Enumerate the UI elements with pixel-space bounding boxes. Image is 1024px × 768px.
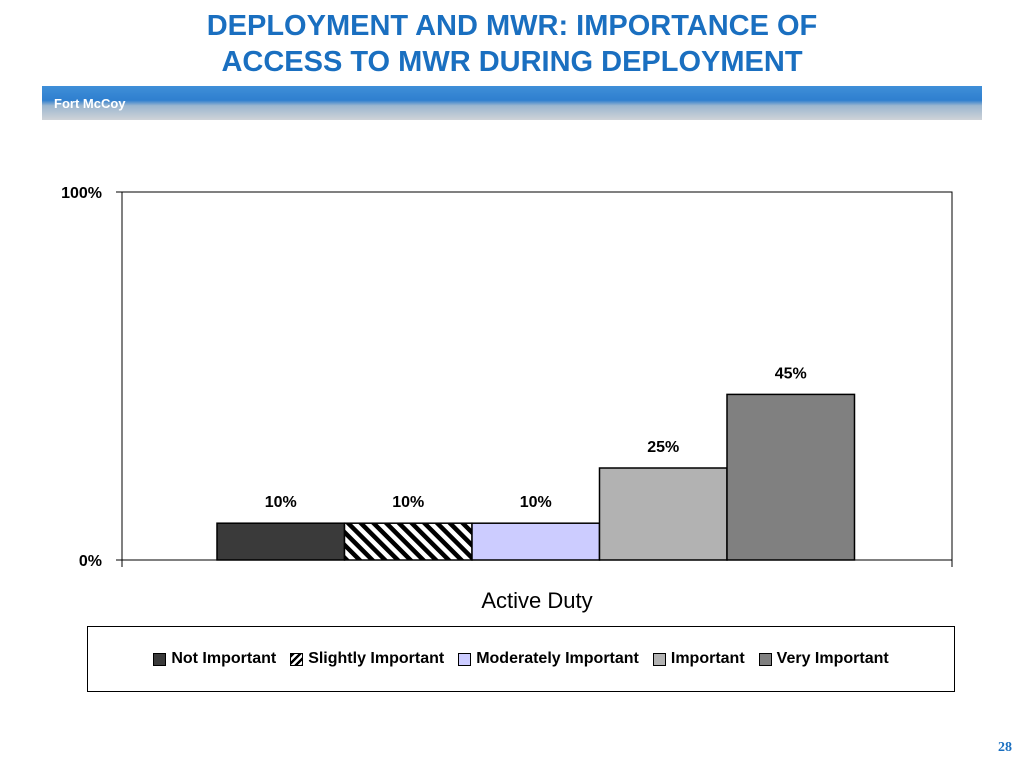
title-line-1: DEPLOYMENT AND MWR: IMPORTANCE OF xyxy=(206,10,818,42)
page-number: 28 xyxy=(998,740,1012,755)
x-axis-label: Active Duty xyxy=(481,588,592,613)
data-label: 10% xyxy=(520,494,552,511)
bar xyxy=(598,467,728,561)
legend-label: Slightly Important xyxy=(308,650,445,667)
legend-item: Important xyxy=(652,650,745,668)
legend-label: Important xyxy=(670,650,745,667)
page-title: DEPLOYMENT AND MWR: IMPORTANCE OF ACCESS… xyxy=(0,8,1024,80)
data-label: 10% xyxy=(265,494,297,511)
legend-label: Moderately Important xyxy=(476,650,639,667)
legend-item: Not Important xyxy=(153,650,276,668)
data-label: 25% xyxy=(647,439,679,456)
bar xyxy=(216,522,346,561)
legend-label: Very Important xyxy=(776,650,889,667)
title-line-2: ACCESS TO MWR DURING DEPLOYMENT xyxy=(221,46,803,78)
legend-item: Moderately Important xyxy=(458,650,639,668)
legend-item: Slightly Important xyxy=(290,650,444,668)
data-label: 10% xyxy=(392,494,424,511)
header-banner: Fort McCoy xyxy=(42,86,982,120)
bar xyxy=(726,393,856,561)
bar xyxy=(471,522,601,561)
y-tick-label: 100% xyxy=(61,185,102,202)
legend-label: Not Important xyxy=(171,650,277,667)
bar-chart: 0% 100% Active Duty 10% 10% 10% 25% 45% xyxy=(61,185,953,613)
data-label: 45% xyxy=(775,365,807,382)
legend-swatch xyxy=(290,652,304,666)
y-tick-label: 0% xyxy=(79,553,102,570)
banner-label: Fort McCoy xyxy=(54,96,126,111)
legend-swatch xyxy=(458,652,472,666)
chart-legend: Not Important Slightly Important Moderatel… xyxy=(87,626,955,692)
legend-swatch xyxy=(652,652,666,666)
legend-swatch xyxy=(758,652,772,666)
legend-swatch xyxy=(153,652,167,666)
legend-item: Very Important xyxy=(758,650,889,668)
bar xyxy=(343,522,473,561)
